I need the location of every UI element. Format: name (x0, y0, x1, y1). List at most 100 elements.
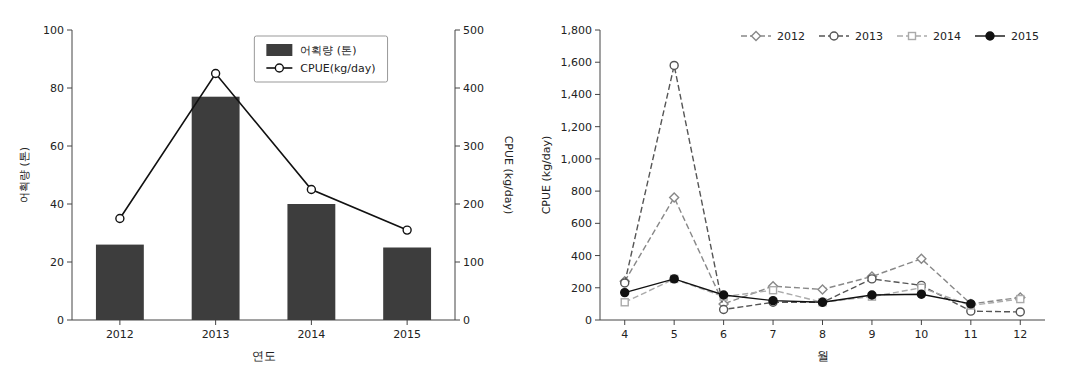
x-tick (119, 320, 120, 325)
y-axis-line (455, 30, 456, 320)
x-tick-label: 2014 (297, 328, 325, 341)
y-tick (455, 88, 460, 89)
point (770, 287, 777, 294)
y-tick-label: 500 (463, 24, 484, 37)
legend-label: CPUE(kg/day) (300, 62, 375, 75)
y-axis-label: 어획량 (톤) (18, 147, 31, 203)
y-tick (67, 30, 72, 31)
x-tick (970, 320, 971, 325)
point (307, 186, 315, 194)
y-tick (595, 255, 600, 256)
x-tick (311, 320, 312, 325)
y-tick-label: 1,200 (561, 121, 593, 134)
point (671, 275, 678, 282)
y2-axis-label: CPUE (kg/day) (502, 136, 515, 215)
y-tick-label: 800 (571, 185, 592, 198)
legend: 어획량 (톤)CPUE(kg/day) (254, 36, 387, 82)
point (967, 300, 975, 308)
line (120, 74, 407, 231)
point (819, 299, 826, 306)
x-tick (407, 320, 408, 325)
y-tick (595, 126, 600, 127)
point (1016, 308, 1024, 316)
x-tick-label: 7 (770, 328, 777, 341)
x-tick (723, 320, 724, 325)
x-tick-label: 5 (671, 328, 678, 341)
y-tick (595, 223, 600, 224)
plot-area (96, 70, 431, 321)
y-axis-line (600, 30, 601, 320)
y-axis-label: CPUE (kg/day) (540, 136, 553, 215)
legend-marker (275, 64, 283, 72)
line (625, 198, 1021, 304)
y-tick-label: 400 (463, 82, 484, 95)
y-tick-label: 200 (571, 282, 592, 295)
point (1016, 293, 1025, 302)
bar (192, 97, 240, 320)
line (625, 279, 1021, 306)
point (819, 298, 827, 306)
point (670, 193, 679, 202)
y-tick (595, 287, 600, 288)
y-tick-label: 200 (463, 198, 484, 211)
x-tick (921, 320, 922, 325)
y-tick-label: 60 (50, 140, 64, 153)
y-tick-label: 1,800 (561, 24, 593, 37)
x-tick (674, 320, 675, 325)
y-tick-label: 300 (463, 140, 484, 153)
x-tick-label: 8 (819, 328, 826, 341)
y-tick (595, 62, 600, 63)
x-tick-label: 9 (868, 328, 875, 341)
legend-label: 2015 (1011, 30, 1039, 43)
point (621, 279, 629, 287)
legend-marker (752, 32, 761, 41)
point (670, 275, 678, 283)
y-tick-label: 100 (43, 24, 64, 37)
legend-swatch (266, 44, 292, 56)
x-axis-label: 월 (817, 349, 829, 363)
point (818, 285, 827, 294)
point (720, 291, 728, 299)
line (625, 65, 1021, 312)
y-tick-label: 0 (463, 314, 470, 327)
y-tick-label: 1,600 (561, 56, 593, 69)
y-tick (595, 158, 600, 159)
y-tick (67, 88, 72, 89)
y-tick-label: 400 (571, 250, 592, 263)
y-tick (67, 146, 72, 147)
point (403, 226, 411, 234)
point (769, 297, 777, 305)
x-tick (1020, 320, 1021, 325)
x-tick-label: 11 (964, 328, 978, 341)
y-tick (67, 320, 72, 321)
point (917, 254, 926, 263)
x-tick-label: 12 (1013, 328, 1027, 341)
legend-label: 2014 (933, 30, 961, 43)
y-tick (455, 320, 460, 321)
y-tick (595, 30, 600, 31)
y-tick (595, 94, 600, 95)
y-tick (595, 320, 600, 321)
right-chart: 02004006008001,0001,2001,4001,6001,80045… (540, 24, 1045, 363)
y-tick-label: 0 (57, 314, 64, 327)
y-tick (455, 204, 460, 205)
x-tick-label: 2015 (393, 328, 421, 341)
y-axis-line (72, 30, 73, 320)
y-tick-label: 1,000 (561, 153, 593, 166)
point (917, 290, 925, 298)
point (868, 275, 876, 283)
bar (96, 245, 144, 320)
x-tick-label: 10 (914, 328, 928, 341)
y-tick (455, 262, 460, 263)
left-chart: 0204060801000100200300400500201220132014… (18, 24, 515, 363)
y-tick-label: 80 (50, 82, 64, 95)
point (621, 289, 629, 297)
legend-frame (254, 36, 387, 82)
point (670, 61, 678, 69)
x-tick-label: 2013 (202, 328, 230, 341)
legend-label: 2013 (855, 30, 883, 43)
x-tick-label: 6 (720, 328, 727, 341)
x-tick (773, 320, 774, 325)
x-tick (624, 320, 625, 325)
point (819, 298, 827, 306)
